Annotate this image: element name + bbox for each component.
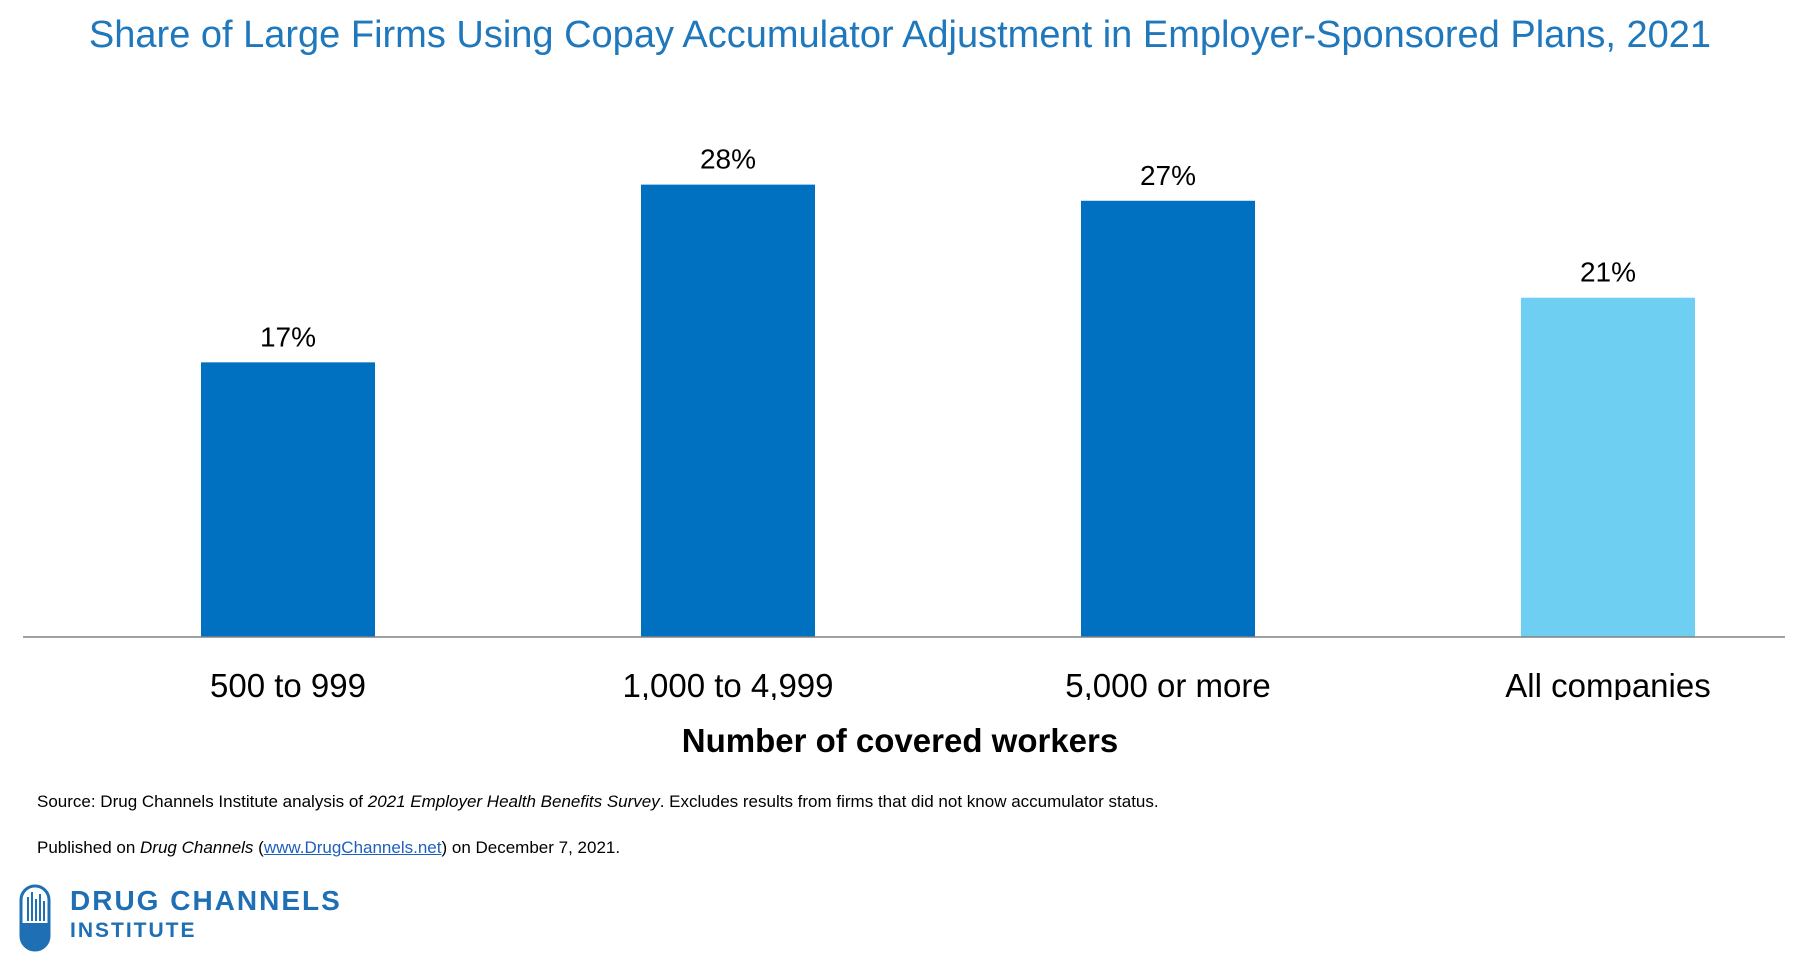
drugchannels-link[interactable]: www.DrugChannels.net: [263, 838, 442, 857]
survey-name: 2021 Employer Health Benefits Survey: [367, 792, 660, 811]
published-prefix: Published on: [37, 838, 141, 857]
bars-group: [201, 184, 1695, 637]
category-label-3: All companies: [1505, 667, 1710, 700]
data-label-3: 21%: [1580, 257, 1636, 288]
data-label-2: 27%: [1140, 160, 1196, 191]
data-label-1: 28%: [700, 144, 756, 175]
bar-2: [1081, 200, 1255, 637]
published-paren: (: [253, 838, 264, 857]
bar-chart: 17% 500 to 999 28% 1,000 to 4,999 27% 5,000 o…: [23, 144, 1785, 700]
published-note: Published on Drug Channels (www.DrugChan…: [37, 838, 620, 858]
bar-1: [641, 184, 815, 637]
drug-channels-logo: DRUG CHANNELS INSTITUTE: [18, 883, 358, 952]
published-suffix: ) on December 7, 2021.: [441, 838, 621, 857]
bar-3: [1521, 297, 1695, 637]
logo-line2: INSTITUTE: [70, 919, 197, 942]
category-label-1: 1,000 to 4,999: [622, 667, 833, 700]
publication-name: Drug Channels: [140, 838, 254, 857]
category-label-0: 500 to 999: [210, 667, 366, 700]
source-note: Source: Drug Channels Institute analysis…: [37, 792, 1159, 812]
pill-bars-icon: [19, 884, 51, 952]
data-label-0: 17%: [260, 321, 316, 352]
bar-0: [201, 362, 375, 637]
logo-line1: DRUG CHANNELS: [70, 885, 342, 916]
labels-group: 17% 500 to 999 28% 1,000 to 4,999 27% 5,000 o…: [210, 144, 1711, 700]
source-prefix: Source: Drug Channels Institute analysis…: [37, 792, 368, 811]
source-suffix: . Excludes results from firms that did n…: [659, 792, 1159, 811]
category-label-2: 5,000 or more: [1065, 667, 1270, 700]
x-axis-title: Number of covered workers: [681, 722, 1119, 759]
chart-title: Share of Large Firms Using Copay Accumul…: [88, 14, 1712, 56]
